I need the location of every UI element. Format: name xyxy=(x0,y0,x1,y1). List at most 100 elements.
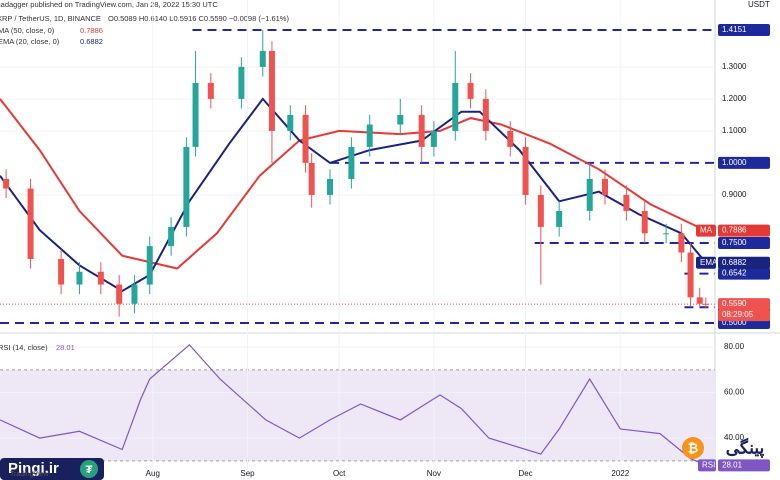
legend-label: EMA (20, close, 0) xyxy=(0,37,60,46)
level-label: 1.4151 xyxy=(722,25,747,34)
candle-body xyxy=(418,114,425,147)
level-label-bg xyxy=(718,156,770,169)
ma-value-label: 0.6882 xyxy=(722,258,747,267)
tether-symbol: ₮ xyxy=(86,464,93,476)
rsi-band xyxy=(0,369,715,461)
y-tick-label: 1.3000 xyxy=(722,62,747,71)
level-label: 1.0000 xyxy=(722,158,747,167)
watermark-box xyxy=(0,458,104,480)
plot: 0.9000 1.1000 1.2000 1.3000 MA (50, close, 0… xyxy=(0,24,770,478)
ma-tag: EMA xyxy=(700,258,718,267)
level-label-bg xyxy=(718,24,770,37)
publisher: rnadagger published on TradingView.com, … xyxy=(0,0,218,9)
y-tick-label: 40.00 xyxy=(724,433,745,442)
rsi-tag-bg xyxy=(698,459,716,472)
candle-body xyxy=(27,188,34,259)
candle-body xyxy=(58,258,65,285)
legend-value: 0.6882 xyxy=(80,37,103,46)
candle-body xyxy=(623,194,630,211)
bitcoin-icon xyxy=(682,437,704,459)
candle-body xyxy=(678,233,685,253)
y-tick-label: 1.1000 xyxy=(722,126,747,135)
candle-body xyxy=(522,146,529,195)
candle-body xyxy=(641,210,648,234)
level-label: 0.5000 xyxy=(722,318,747,327)
rsi-tag: RSI xyxy=(702,461,715,470)
candle-body xyxy=(348,146,355,179)
moving-average xyxy=(0,98,707,270)
last-price-label: 0.5590 xyxy=(722,299,747,308)
candle-body xyxy=(168,226,175,247)
watermark-fa: پینگی xyxy=(726,437,765,458)
y-tick-label: 80.00 xyxy=(724,342,745,351)
candle-body xyxy=(308,162,315,195)
candle-body xyxy=(452,82,459,131)
candle-body xyxy=(430,130,437,147)
legend-label: MA (50, close, 0) xyxy=(0,26,55,35)
y-tick-label: 0.9000 xyxy=(722,190,747,199)
ma-value-label-bg xyxy=(718,224,770,237)
candle-body xyxy=(366,124,373,147)
candle-body xyxy=(259,50,266,67)
x-tick-label: Dec xyxy=(518,469,532,478)
candle-body xyxy=(537,194,544,227)
candle-body xyxy=(556,210,563,227)
candle-body xyxy=(663,233,670,235)
candle-body xyxy=(207,82,214,99)
candle-body xyxy=(302,114,309,163)
candle-body xyxy=(696,297,703,304)
x-tick-label: Sep xyxy=(240,469,255,478)
rsi-line xyxy=(0,343,707,466)
watermark: Pingi.ir xyxy=(8,460,59,477)
currency: USDT xyxy=(748,0,770,9)
grid xyxy=(0,0,715,470)
candle-body xyxy=(183,146,190,227)
x-tick-label: Aug xyxy=(146,469,160,478)
candle-body xyxy=(586,178,593,211)
ma-value-label: 0.7886 xyxy=(722,226,747,235)
candle-body xyxy=(602,178,608,195)
candle-body xyxy=(131,284,138,304)
candle-body xyxy=(192,82,199,147)
rsi-value-label: 28.01 xyxy=(722,461,743,470)
y-tick-label: 60.00 xyxy=(724,388,745,397)
candle-body xyxy=(76,271,83,285)
legend-value: 28.01 xyxy=(56,343,75,352)
candle-body xyxy=(146,246,153,285)
ma-value-label-bg xyxy=(718,256,770,269)
y-tick-label: 1.2000 xyxy=(722,94,747,103)
legend-value: 0.7886 xyxy=(80,26,103,35)
x-tick-label: 2022 xyxy=(611,469,629,478)
ohlc: O0.5089 H0.6140 L0.5916 C0.5590 −0.0098 … xyxy=(108,14,289,23)
last-price-label-bg xyxy=(718,298,770,311)
x-tick-label: Nov xyxy=(427,469,441,478)
candle-body xyxy=(116,284,123,304)
countdown-bg xyxy=(718,309,770,322)
candle-body xyxy=(3,178,10,189)
ma-tag-bg xyxy=(696,256,716,269)
candle-body xyxy=(397,114,404,125)
ma-tag: MA xyxy=(700,226,713,235)
bitcoin-symbol: ₿ xyxy=(688,440,699,455)
level-label-bg xyxy=(718,236,770,249)
x-tick-label: Oct xyxy=(333,469,346,478)
candle-body xyxy=(482,98,489,131)
legend-label: RSI (14, close) xyxy=(0,343,48,352)
branding: TradingView xyxy=(10,471,49,478)
rsi-value-label-bg xyxy=(718,459,770,472)
ma-tag-bg xyxy=(696,224,716,237)
candle-body xyxy=(507,130,514,147)
candle-body xyxy=(687,252,694,298)
candle-body xyxy=(97,271,104,285)
tether-icon xyxy=(80,460,98,478)
candle-body xyxy=(268,50,275,131)
level-label: 0.6542 xyxy=(722,269,747,278)
level-label-bg xyxy=(718,267,770,280)
candle-body xyxy=(467,82,474,99)
candle-body xyxy=(327,178,333,195)
symbol-title: XRP / TetherUS, 1D, BINANCE xyxy=(0,14,101,23)
countdown: 08:29:05 xyxy=(722,310,754,319)
candle-body xyxy=(238,66,245,99)
level-label: 0.7500 xyxy=(722,238,747,247)
